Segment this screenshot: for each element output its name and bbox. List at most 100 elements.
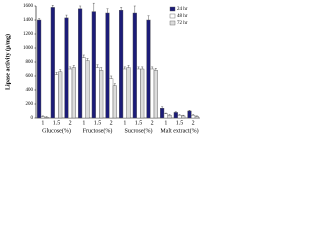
error-bar — [59, 69, 62, 72]
legend-swatch — [169, 6, 176, 12]
bar — [177, 114, 182, 119]
error-bar — [51, 5, 54, 8]
y-tick-label: 400 — [26, 88, 34, 93]
error-bar — [41, 115, 44, 117]
x-tick-label: 1.5 — [53, 120, 61, 126]
bar — [44, 117, 49, 119]
x-tick-label: 2 — [69, 120, 72, 126]
legend-label: 72 hr — [177, 21, 188, 26]
error-bar — [174, 111, 177, 113]
x-tick-label: 1 — [41, 120, 44, 126]
y-tick-label: 0 — [31, 116, 34, 121]
y-tick-label: 1200 — [23, 32, 34, 37]
bar — [153, 70, 158, 119]
error-bar — [164, 112, 167, 114]
bar — [163, 113, 168, 119]
error-bar — [195, 115, 198, 117]
group-label: Glucose(%) — [42, 127, 71, 134]
error-bar — [79, 5, 82, 9]
y-tick-label: 1400 — [23, 18, 34, 23]
x-tick-label: 2 — [151, 120, 154, 126]
bar — [78, 8, 83, 119]
bar — [85, 60, 90, 119]
bar — [167, 114, 172, 119]
bar — [91, 11, 96, 119]
bar — [150, 68, 155, 119]
error-bar — [55, 72, 58, 75]
error-bar — [168, 114, 171, 116]
legend-swatch — [169, 13, 176, 19]
error-bar — [178, 114, 181, 116]
x-tick-label: 1.5 — [94, 120, 102, 126]
bar — [181, 115, 186, 119]
x-tick-label: 2 — [110, 120, 113, 126]
bar — [50, 7, 55, 119]
error-bar — [151, 66, 154, 69]
x-tick-label: 1.5 — [176, 120, 184, 126]
bar — [68, 68, 73, 119]
group-label: Sucrose(%) — [125, 127, 153, 134]
group-label: Malt extract(%) — [160, 127, 198, 134]
bar — [140, 68, 145, 119]
bar — [126, 67, 131, 119]
error-bar — [92, 3, 95, 12]
legend-label: 48 hr — [177, 14, 188, 19]
bar — [194, 116, 199, 119]
error-bar — [161, 106, 164, 109]
bar — [40, 116, 45, 119]
bar — [136, 68, 141, 119]
bar — [146, 19, 151, 119]
y-tick-label: 600 — [26, 74, 34, 79]
error-bar — [38, 18, 41, 20]
error-bar — [147, 15, 150, 20]
bar — [112, 85, 117, 119]
error-bar — [188, 110, 191, 111]
error-bar — [45, 116, 48, 118]
error-bar — [110, 75, 113, 79]
bar — [58, 71, 63, 119]
error-bar — [69, 66, 72, 69]
chart: Lipase activity (μ/mg) 0 200 400 600 800 1000… — [4, 3, 200, 134]
error-bar — [100, 67, 103, 71]
error-bar — [133, 5, 136, 13]
x-tick-label: 2 — [192, 120, 195, 126]
y-tick-label: 800 — [26, 60, 34, 65]
error-bar — [120, 7, 123, 11]
bar — [132, 12, 137, 119]
error-bar — [96, 64, 99, 68]
y-tick-label: 1600 — [23, 4, 34, 9]
y-tick-label: 1000 — [23, 46, 34, 51]
error-bar — [72, 65, 75, 68]
bar — [191, 114, 196, 119]
error-bar — [86, 58, 89, 61]
legend-label: 24 hr — [177, 7, 188, 12]
error-bar — [182, 115, 185, 116]
error-bar — [113, 83, 116, 86]
bar — [64, 17, 69, 119]
bar — [119, 9, 124, 119]
bar — [187, 110, 192, 119]
bar — [122, 68, 127, 119]
bar — [173, 112, 178, 119]
error-bar — [82, 54, 85, 58]
bar — [99, 70, 104, 119]
x-tick-label: 1 — [164, 120, 167, 126]
error-bar — [154, 68, 157, 71]
error-bar — [123, 66, 126, 69]
x-tick-label: 1.5 — [135, 120, 143, 126]
bar — [105, 12, 110, 119]
y-axis-label: Lipase activity (μ/mg) — [4, 34, 11, 90]
x-tick-label: 1 — [82, 120, 85, 126]
group-label: Fructose(%) — [83, 127, 113, 134]
bar — [37, 19, 42, 119]
bar — [54, 74, 59, 119]
bar — [81, 57, 86, 119]
error-bar — [65, 14, 68, 18]
x-tick-label: 1 — [123, 120, 126, 126]
error-bar — [106, 8, 109, 13]
legend-swatch — [169, 20, 176, 26]
y-tick-label: 200 — [26, 102, 34, 107]
error-bar — [141, 66, 144, 69]
bar — [71, 67, 76, 119]
bar — [160, 107, 165, 119]
